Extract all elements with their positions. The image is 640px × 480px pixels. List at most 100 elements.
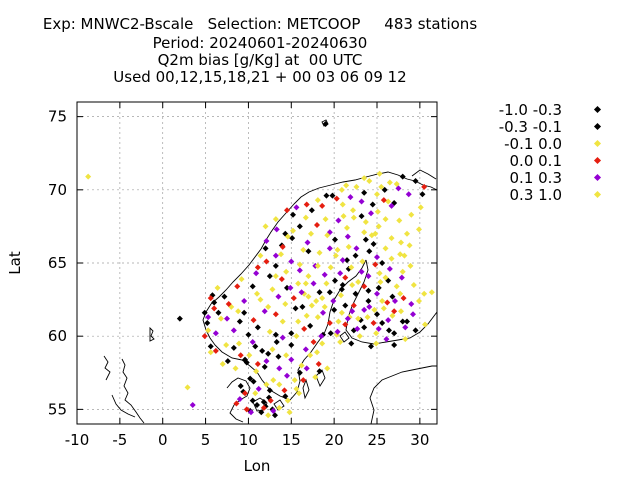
station-marker: [254, 264, 261, 271]
station-marker: [404, 230, 410, 237]
station-marker: [322, 120, 329, 127]
station-marker: [302, 280, 309, 287]
station-marker: [307, 322, 314, 329]
station-marker: [321, 303, 328, 310]
station-marker: [298, 289, 305, 296]
station-marker: [243, 359, 250, 366]
station-marker: [389, 312, 396, 319]
station-marker: [303, 365, 310, 372]
station-marker: [379, 320, 386, 327]
station-marker: [353, 183, 360, 190]
station-marker: [207, 295, 214, 302]
station-marker: [288, 356, 295, 363]
station-marker: [332, 252, 339, 259]
station-marker: [279, 318, 286, 325]
station-marker: [399, 173, 406, 180]
station-marker: [275, 353, 282, 360]
station-marker: [339, 257, 346, 264]
station-marker: [189, 401, 196, 408]
station-marker: [416, 226, 422, 233]
station-marker: [215, 309, 222, 316]
station-marker: [272, 216, 279, 223]
station-marker: [293, 333, 300, 340]
station-marker: [343, 182, 350, 189]
station-marker: [323, 192, 330, 199]
station-marker: [221, 293, 228, 300]
station-marker: [361, 175, 368, 182]
station-marker: [310, 280, 317, 287]
station-marker: [260, 404, 267, 411]
station-marker: [361, 324, 368, 331]
station-marker: [365, 298, 372, 305]
legend-marker: [593, 156, 602, 165]
station-marker: [337, 270, 344, 277]
station-marker: [391, 330, 398, 337]
x-tick-label: 30: [410, 431, 429, 449]
station-marker: [332, 236, 338, 243]
legend-marker: [593, 122, 602, 131]
station-marker: [305, 248, 312, 255]
station-marker: [354, 325, 361, 332]
station-marker: [399, 318, 406, 325]
station-marker: [313, 298, 320, 305]
station-marker: [324, 365, 331, 372]
station-marker: [250, 378, 257, 385]
station-marker: [266, 387, 273, 394]
station-marker: [290, 295, 297, 302]
x-tick-label: 20: [325, 431, 344, 449]
station-marker: [382, 245, 389, 252]
station-marker: [279, 243, 286, 250]
station-marker: [286, 409, 293, 416]
station-marker: [262, 223, 269, 230]
station-marker: [300, 377, 307, 384]
station-marker: [417, 204, 424, 211]
station-marker: [262, 245, 269, 252]
station-marker: [312, 374, 319, 381]
station-marker: [295, 318, 302, 325]
station-marker: [374, 254, 380, 261]
station-marker: [205, 314, 212, 321]
station-marker: [258, 409, 265, 416]
station-marker: [406, 242, 413, 249]
station-marker: [247, 375, 254, 382]
station-marker: [230, 327, 237, 334]
station-marker: [266, 273, 273, 280]
station-marker: [287, 284, 294, 291]
station-marker: [295, 280, 302, 287]
y-tick-label: 55: [48, 400, 67, 418]
station-marker: [337, 339, 344, 346]
station-marker: [338, 292, 344, 299]
legend-label: 0.3 1.0: [509, 186, 562, 204]
station-marker: [249, 283, 256, 290]
station-marker: [237, 352, 244, 359]
station-marker: [235, 308, 242, 315]
station-marker: [361, 283, 368, 290]
station-marker: [302, 346, 309, 353]
station-marker: [282, 393, 289, 400]
y-axis-label: Lat: [6, 251, 24, 275]
station-marker: [278, 276, 285, 283]
station-marker: [230, 344, 237, 351]
station-marker: [365, 287, 372, 294]
station-marker: [333, 195, 340, 202]
station-marker: [365, 273, 372, 280]
station-marker: [321, 271, 328, 278]
station-marker: [234, 283, 241, 290]
station-marker: [376, 170, 383, 177]
station-marker: [310, 339, 317, 346]
station-marker: [358, 198, 365, 205]
station-marker: [327, 264, 334, 271]
station-marker: [281, 387, 288, 394]
chart-title-line-1: Exp: MNWC2-Bscale Selection: METCOOP 483…: [42, 15, 478, 33]
station-marker: [371, 306, 378, 313]
station-marker: [386, 179, 393, 186]
station-marker: [401, 252, 408, 259]
station-marker: [272, 331, 279, 338]
station-marker: [276, 381, 283, 388]
station-marker: [419, 191, 426, 198]
station-marker: [308, 207, 315, 214]
station-marker: [379, 298, 386, 305]
station-marker: [374, 290, 380, 297]
station-marker: [374, 311, 380, 318]
station-marker: [345, 243, 352, 250]
